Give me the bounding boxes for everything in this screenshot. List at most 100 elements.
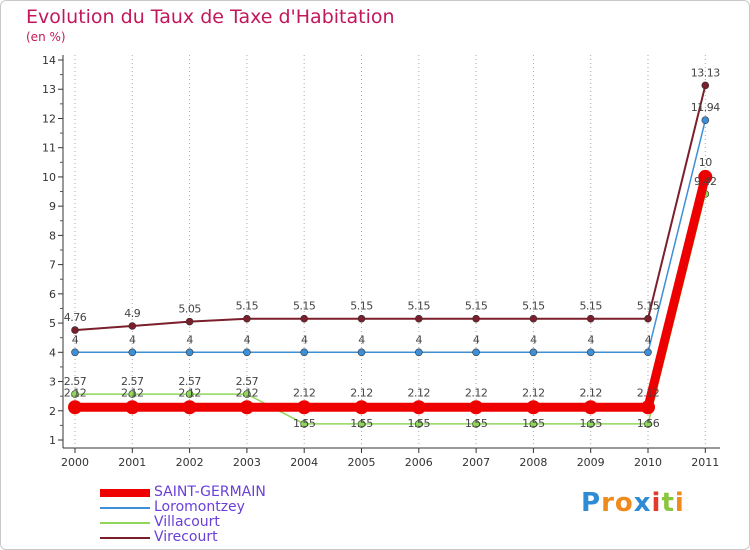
series-point-saint-germain [583,400,598,415]
y-tick-label: 2 [49,405,56,418]
data-label-saint-germain: 2.12 [350,386,373,399]
series-point-virecourt [128,322,137,330]
series-point-loromontzey [586,348,595,357]
data-label-villacourt: 1.55 [465,417,488,430]
series-point-saint-germain [411,400,426,415]
x-tick-label: 2010 [634,456,662,469]
data-label-virecourt: 5.15 [579,300,602,313]
data-label-loromontzey: 11.94 [691,101,720,114]
data-label-virecourt: 5.15 [293,300,316,313]
legend-item-saint-germain: SAINT-GERMAIN [100,485,266,500]
data-label-loromontzey: 4 [186,333,193,346]
x-tick-label: 2000 [61,456,89,469]
series-point-virecourt [529,314,538,323]
data-label-saint-germain: 2.12 [178,386,201,399]
series-point-virecourt [243,314,251,323]
data-label-loromontzey: 4 [72,333,79,346]
x-tick-label: 2001 [118,456,146,469]
x-tick-label: 2002 [176,456,204,469]
data-label-loromontzey: 4 [645,333,652,346]
chart-data-labels: 4.76 4.9 5.05 5.15 5.15 5.15 5.15 5.15 5.15 5.15 5… [64,66,721,429]
data-label-villacourt: 2.57 [64,375,87,388]
data-label-loromontzey: 4 [358,333,365,346]
series-point-villacourt [586,420,595,428]
series-point-villacourt [414,420,423,428]
series-point-saint-germain [469,400,484,415]
y-tick-label: 5 [49,317,56,330]
series-line-saint-germain [75,175,710,412]
data-label-virecourt: 13.13 [691,66,720,79]
chart-legend: SAINT-GERMAIN Loromontzey Villacourt Vireco… [100,485,266,545]
series-point-saint-germain [297,400,312,415]
x-tick-label: 2009 [577,456,605,469]
series-point-loromontzey [300,348,309,357]
series-point-virecourt [300,314,309,323]
data-label-saint-germain: 2.12 [637,386,660,399]
x-tick-label: 2007 [462,456,490,469]
logo-letter: i [651,488,662,518]
data-label-villacourt: 1.56 [637,417,660,430]
data-label-villacourt: 2.57 [236,375,259,388]
data-label-saint-germain: 2.12 [579,386,602,399]
series-point-villacourt [185,390,194,398]
y-tick-label: 13 [42,83,56,96]
series-line-virecourt [74,85,707,332]
legend-label-loromontzey: Loromontzey [154,499,245,515]
series-line-loromontzey [75,120,707,354]
series-point-villacourt [529,420,538,428]
logo-letter: P [581,488,602,518]
data-label-virecourt: 4.9 [124,307,140,320]
y-tick-label: 6 [49,288,56,301]
series-point-loromontzey [185,348,194,357]
data-label-villacourt: 1.55 [579,417,602,430]
x-tick-label: 2005 [348,456,376,469]
x-tick-label: 2003 [233,456,261,469]
series-point-saint-germain [125,400,140,415]
data-label-villacourt: 1.55 [350,417,373,430]
logo-letter: x [633,488,652,518]
series-point-loromontzey [128,348,137,357]
data-label-villacourt: 1.55 [408,417,431,430]
x-tick-label: 2011 [691,456,719,469]
series-point-villacourt [128,390,137,398]
series-point-loromontzey [472,348,480,357]
data-label-loromontzey: 4 [301,333,308,346]
data-label-virecourt: 5.15 [408,300,431,313]
y-tick-label: 9 [49,200,56,213]
logo-letter: r [601,488,615,518]
proxiti-logo: Proxiti [581,488,685,518]
legend-item-loromontzey: Loromontzey [100,500,266,515]
data-label-villacourt: 1.55 [293,417,316,430]
series-point-saint-germain [698,169,713,184]
series-point-villacourt [644,420,652,428]
series-point-saint-germain [354,400,369,415]
series-point-saint-germain [526,400,541,415]
data-label-saint-germain: 2.12 [465,386,488,399]
series-point-virecourt [357,314,366,323]
chart-gridlines [74,55,706,448]
series-point-loromontzey [701,116,710,125]
data-label-virecourt: 5.15 [465,300,488,313]
logo-letter: t [661,488,675,518]
y-tick-label: 12 [42,112,56,125]
y-tick-label: 10 [42,171,56,184]
legend-swatch-saint-germain [100,488,150,497]
logo-letter: i [674,488,685,518]
y-tick-label: 7 [49,259,56,272]
data-label-loromontzey: 4 [416,333,423,346]
data-label-virecourt: 4.76 [64,311,87,324]
series-point-villacourt [357,420,366,428]
data-label-virecourt: 5.15 [236,300,259,313]
series-point-virecourt [414,314,423,323]
series-point-saint-germain [641,400,655,415]
x-tick-label: 2008 [519,456,547,469]
legend-swatch-villacourt [100,521,150,524]
legend-item-villacourt: Villacourt [100,515,266,530]
y-tick-label: 14 [42,54,56,67]
data-label-virecourt: 5.15 [522,300,545,313]
series-point-virecourt [701,81,710,90]
y-tick-label: 4 [49,346,56,359]
chart-subtitle: (en %) [26,30,66,44]
